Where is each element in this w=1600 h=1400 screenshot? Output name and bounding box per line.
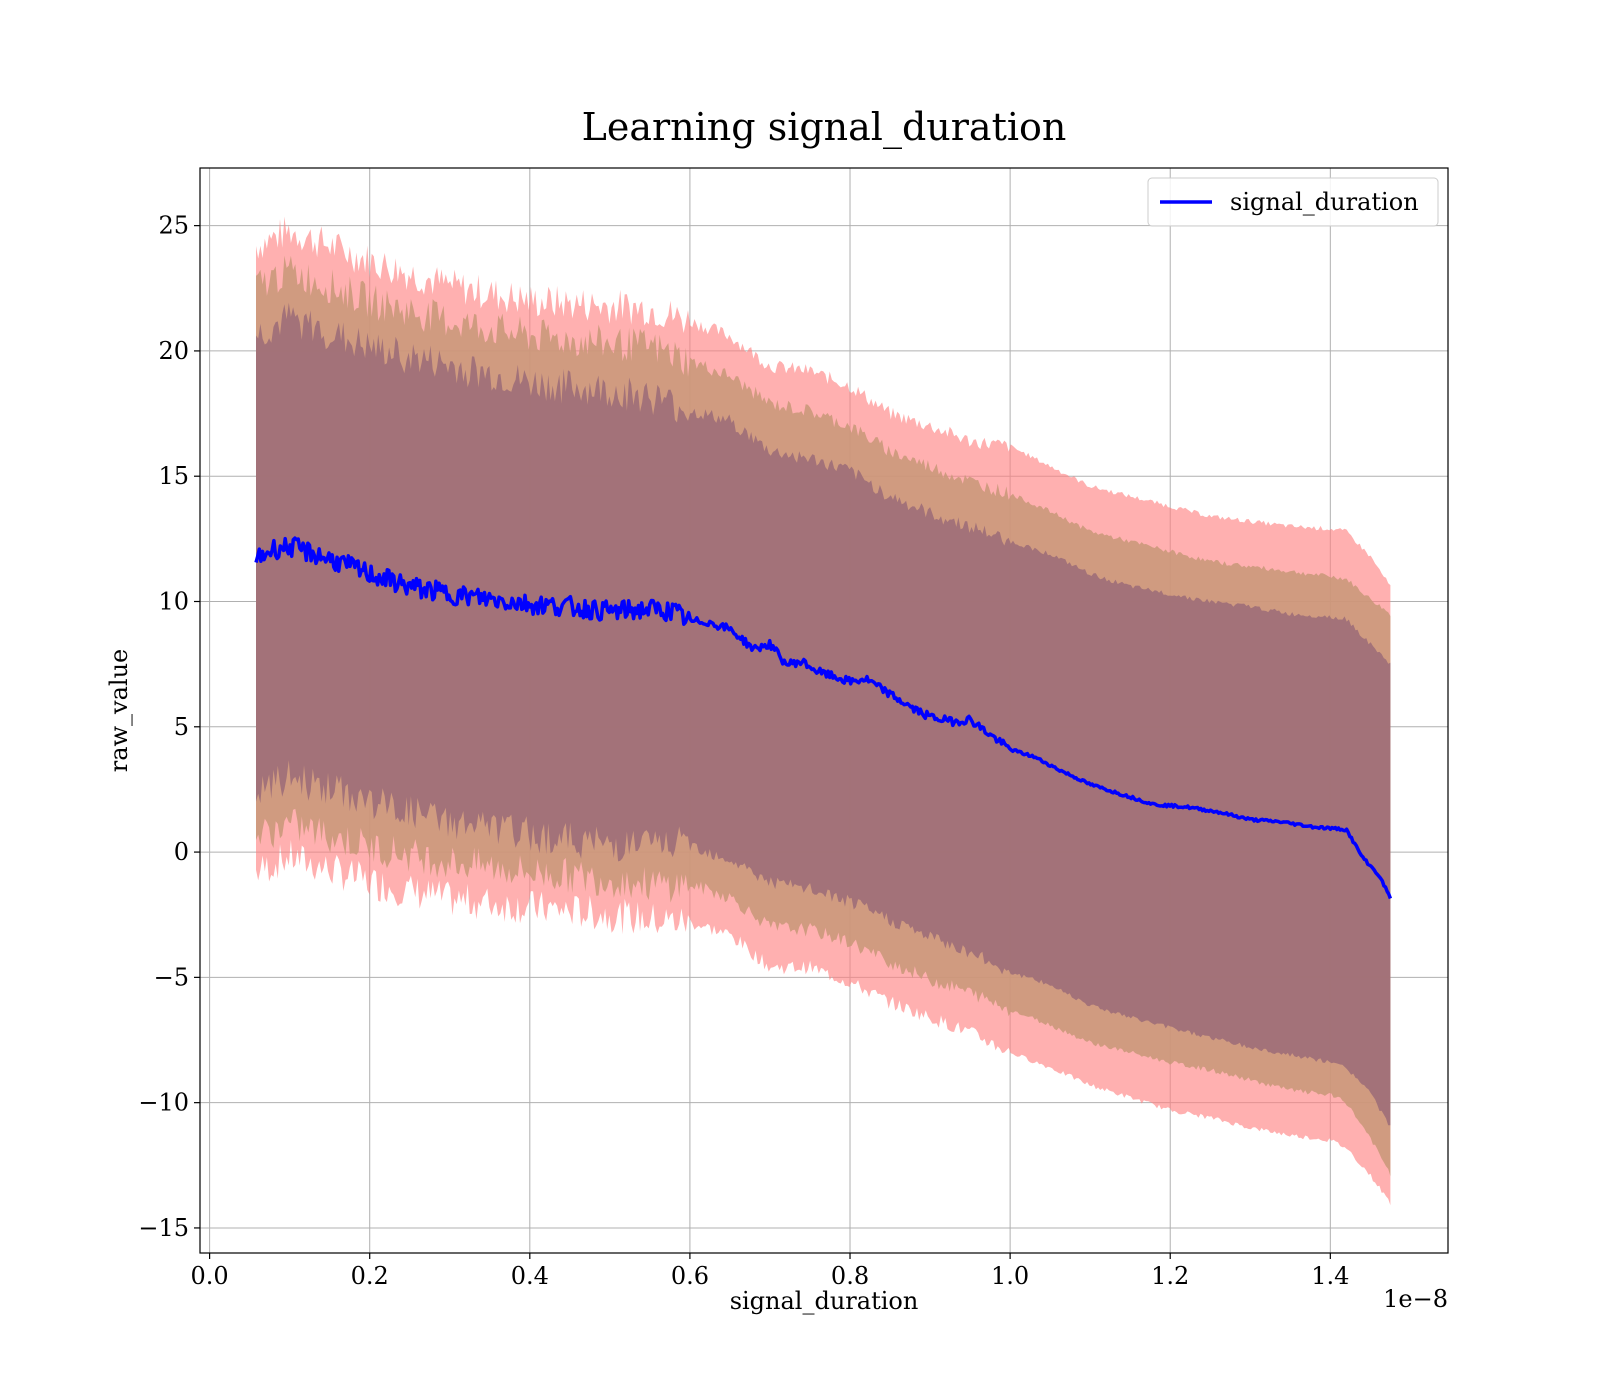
x-tick-label: 1.2 <box>1151 1262 1189 1290</box>
y-tick-label: 0 <box>174 838 189 866</box>
axis-ticks: 0.0 0.2 0.4 0.6 0.8 1.0 1.2 1.4 −15 −10 −5 0 5 10 15 20… <box>138 212 1349 1290</box>
x-tick-label: 1.0 <box>991 1262 1029 1290</box>
x-tick-label: 1.4 <box>1311 1262 1349 1290</box>
x-tick-label: 0.2 <box>351 1262 389 1290</box>
legend: signal_duration <box>1147 177 1439 227</box>
y-tick-label: −15 <box>138 1214 189 1242</box>
y-tick-label: 15 <box>158 462 189 490</box>
x-tick-label: 0.4 <box>511 1262 549 1290</box>
series-line <box>254 536 1393 900</box>
y-tick-label: 5 <box>174 713 189 741</box>
inner-band <box>256 302 1391 1126</box>
y-tick-label: −5 <box>154 963 189 991</box>
y-axis-label: raw_value <box>105 649 133 773</box>
y-tick-label: 10 <box>158 587 189 615</box>
y-tick-label: 25 <box>158 212 189 240</box>
y-tick-label: −10 <box>138 1089 189 1117</box>
plot-frame <box>199 167 1449 1254</box>
x-tick-label: 0.6 <box>671 1262 709 1290</box>
y-tick-label: 20 <box>158 337 189 365</box>
legend-box <box>1147 177 1439 227</box>
x-tick-label: 0.0 <box>191 1262 229 1290</box>
x-axis-label: signal_duration <box>730 1287 919 1315</box>
x-tick-label: 0.8 <box>831 1262 869 1290</box>
chart-title: Learning signal_duration <box>582 105 1067 150</box>
x-axis-offset-text: 1e−8 <box>1383 1285 1448 1313</box>
confidence-bands <box>256 216 1391 1206</box>
series-lines <box>254 536 1393 900</box>
legend-label: signal_duration <box>1230 188 1419 216</box>
